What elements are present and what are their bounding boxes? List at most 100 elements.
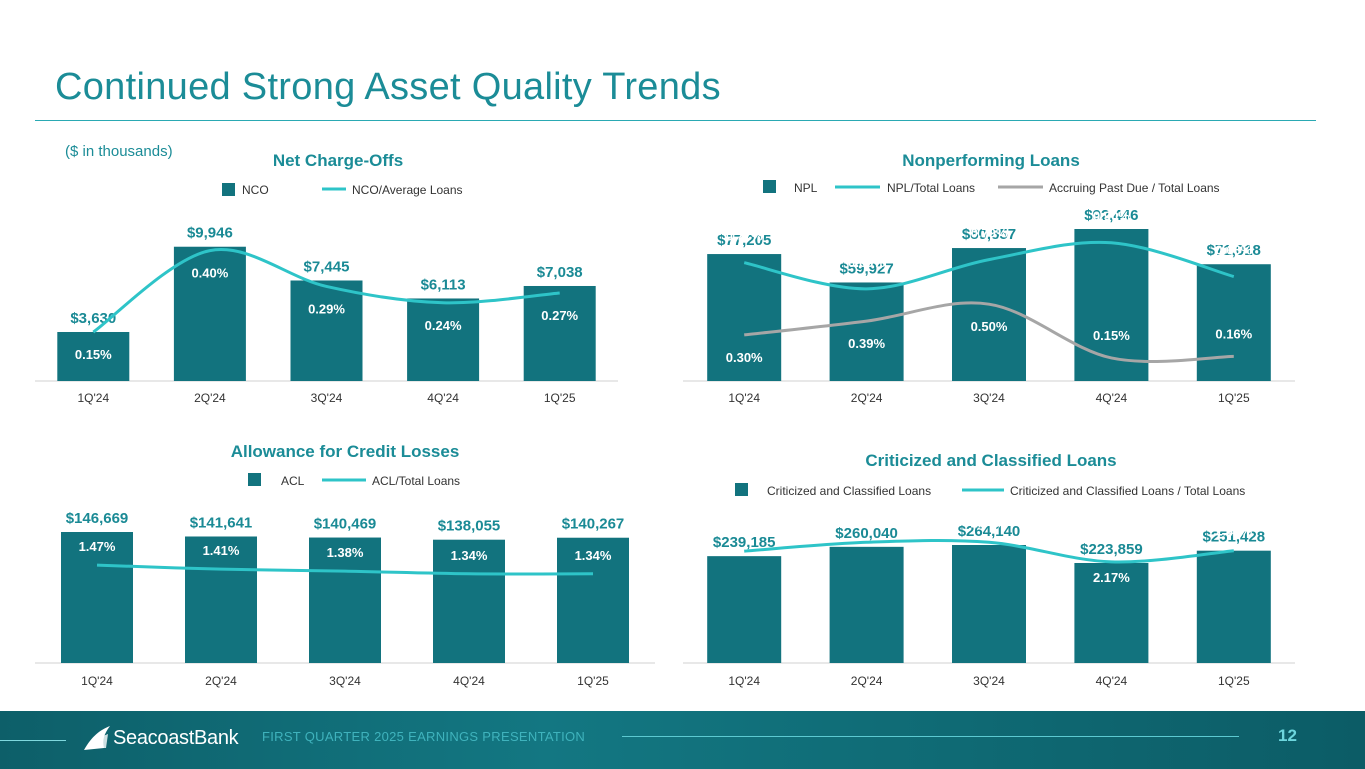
legend-label: Accruing Past Due / Total Loans	[1049, 181, 1220, 195]
series-line-accruing	[744, 301, 1234, 363]
presentation-title: FIRST QUARTER 2025 EARNINGS PRESENTATION	[262, 729, 586, 744]
bar-value-label: $92,446	[1084, 207, 1138, 224]
footer-rule-right	[622, 736, 1239, 737]
series-line-ratio-label: 0.79%	[971, 226, 1008, 241]
bar-value-label: $140,469	[314, 516, 377, 533]
series-line-ratio-label: 2.41%	[1215, 524, 1252, 539]
bar	[707, 556, 782, 663]
legend-label: ACL	[281, 474, 305, 488]
series-line-ratio	[743, 240, 1235, 291]
footer-band	[0, 711, 1365, 769]
series-line-ratio-label: 0.40%	[191, 266, 228, 281]
series-line-ratio-label: 2.40%	[726, 524, 763, 539]
series-line-ratio-label: 1.38%	[327, 545, 364, 560]
legend-swatch-bar	[248, 473, 261, 486]
series-line-ratio	[96, 563, 594, 576]
x-tick-label: 4Q'24	[453, 674, 485, 688]
bar	[1074, 229, 1149, 381]
legend-label: NCO/Average Loans	[352, 183, 463, 197]
series-line-ratio-label: 0.68%	[1215, 243, 1252, 258]
x-tick-label: 3Q'24	[973, 391, 1005, 405]
bar-value-label: $59,927	[839, 260, 893, 277]
x-tick-label: 1Q'24	[728, 674, 760, 688]
series-line-accruing-label: 0.39%	[848, 336, 885, 351]
bar-value-label: $138,055	[438, 518, 501, 535]
x-tick-label: 3Q'24	[973, 674, 1005, 688]
seacoast-logo-icon	[84, 726, 110, 750]
chart-title: Allowance for Credit Losses	[231, 442, 460, 461]
bar-value-label: $141,641	[190, 514, 253, 531]
series-line-ratio-label: 0.90%	[1093, 209, 1130, 224]
x-tick-label: 4Q'24	[1096, 674, 1128, 688]
x-tick-label: 3Q'24	[311, 391, 343, 405]
bar	[952, 545, 1026, 663]
title-divider	[35, 120, 1316, 121]
series-line-ratio-label: 1.34%	[575, 548, 612, 563]
logo-text: SeacoastBank	[113, 727, 239, 749]
series-line-ratio-label: 1.34%	[451, 548, 488, 563]
legend-label: ACL/Total Loans	[372, 474, 460, 488]
bar	[290, 280, 363, 381]
series-line-ratio-label: 1.41%	[203, 543, 240, 558]
bar	[61, 532, 133, 663]
legend-swatch-bar	[735, 483, 748, 496]
bar-value-label: $77,205	[717, 232, 771, 249]
x-tick-label: 1Q'25	[1218, 674, 1250, 688]
page-title: Continued Strong Asset Quality Trends	[55, 66, 721, 108]
bar	[1074, 562, 1149, 663]
bar-value-label: $239,185	[713, 534, 776, 551]
bar	[952, 248, 1026, 381]
series-line-accruing-label: 0.16%	[1215, 326, 1252, 341]
bar	[707, 254, 782, 381]
legend-label: Criticized and Classified Loans / Total …	[1010, 484, 1245, 498]
series-line-accruing-label: 0.30%	[726, 350, 763, 365]
chart-title: Nonperforming Loans	[902, 151, 1080, 170]
series-line-ratio-label: 0.77%	[726, 229, 763, 244]
series-line-ratio-label: 2.59%	[971, 515, 1008, 530]
bar-value-label: $6,113	[421, 276, 466, 293]
bar-value-label: $251,428	[1203, 529, 1266, 546]
x-tick-label: 1Q'24	[728, 391, 760, 405]
x-tick-label: 1Q'24	[81, 674, 113, 688]
x-tick-label: 4Q'24	[427, 391, 459, 405]
series-line-ratio-label: 0.15%	[75, 347, 112, 362]
legend-label: Criticized and Classified Loans	[767, 484, 931, 498]
x-tick-label: 2Q'24	[851, 391, 883, 405]
bar	[433, 539, 505, 663]
x-tick-label: 1Q'25	[577, 674, 609, 688]
series-line-accruing-label: 0.50%	[971, 319, 1008, 334]
units-note: ($ in thousands)	[65, 143, 173, 160]
bar	[829, 282, 904, 381]
bar	[1196, 264, 1271, 381]
series-line-ratio-label: 2.59%	[848, 515, 885, 530]
legend-label: NPL	[794, 181, 818, 195]
bar-value-label: $140,267	[562, 516, 625, 533]
page-number: 12	[1278, 726, 1297, 745]
x-tick-label: 2Q'24	[851, 674, 883, 688]
series-line-ratio	[92, 248, 560, 334]
footer-rule-left	[0, 740, 66, 741]
bar	[173, 246, 246, 381]
bar-value-label: $9,946	[187, 225, 233, 242]
series-line-ratio-label: 0.60%	[848, 255, 885, 270]
bar	[1196, 550, 1271, 663]
legend-label: NCO	[242, 183, 269, 197]
bar-value-label: $223,859	[1080, 541, 1143, 558]
bar-value-label: $146,669	[66, 510, 129, 527]
x-tick-label: 1Q'25	[544, 391, 576, 405]
series-line-ratio-label: 0.29%	[308, 301, 345, 316]
series-line-ratio-label: 0.27%	[541, 308, 578, 323]
series-line-accruing-label: 0.15%	[1093, 328, 1130, 343]
series-line-ratio-label: 0.24%	[425, 318, 462, 333]
series-line-ratio-label: 2.17%	[1093, 570, 1130, 585]
series-line-ratio	[744, 538, 1234, 564]
legend-swatch-bar	[222, 183, 235, 196]
legend-swatch-bar	[763, 180, 776, 193]
bar	[523, 285, 596, 381]
x-tick-label: 2Q'24	[205, 674, 237, 688]
series-line-ratio-label: 1.47%	[79, 539, 116, 554]
